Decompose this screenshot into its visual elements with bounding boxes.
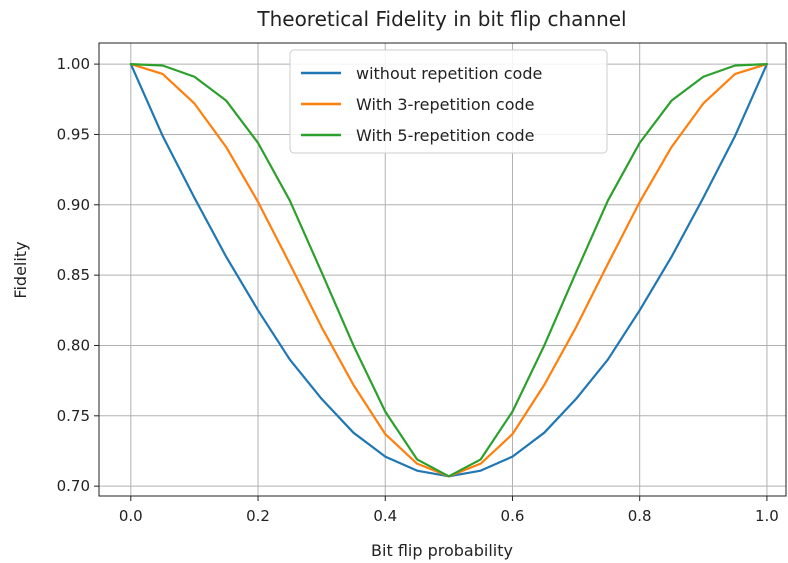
legend-label-3: With 5-repetition code (356, 126, 534, 145)
legend: without repetition code With 3-repetition… (289, 49, 608, 154)
y-tick-label: 0.90 (57, 196, 90, 214)
plot-frame (98, 42, 787, 497)
y-tick-label: 0.75 (57, 407, 90, 425)
y-tick-label: 0.95 (57, 125, 90, 143)
x-ticks: 0.0 0.2 0.4 0.6 0.8 1.0 (119, 496, 779, 525)
legend-label-2: With 3-repetition code (356, 95, 534, 114)
series-line-3 (129, 62, 769, 478)
x-tick-label: 0.4 (373, 507, 397, 525)
y-ticks: 0.70 0.75 0.80 0.85 0.90 0.95 1.00 (57, 55, 99, 495)
y-tick-label: 0.80 (57, 336, 90, 354)
legend-label-1: without repetition code (356, 64, 542, 83)
x-tick-label: 0.0 (119, 507, 143, 525)
y-axis-label: Fidelity (11, 241, 30, 298)
legend-box (289, 49, 608, 154)
chart-title: Theoretical Fidelity in bit flip channel (256, 7, 626, 31)
x-tick-label: 0.8 (628, 507, 652, 525)
y-tick-label: 1.00 (57, 55, 90, 73)
x-axis-label: Bit flip probability (371, 541, 513, 560)
y-tick-label: 0.85 (57, 266, 90, 284)
y-tick-label: 0.70 (57, 477, 90, 495)
x-tick-label: 0.6 (501, 507, 525, 525)
x-tick-label: 0.2 (246, 507, 270, 525)
series-group (129, 62, 769, 478)
x-tick-label: 1.0 (755, 507, 779, 525)
